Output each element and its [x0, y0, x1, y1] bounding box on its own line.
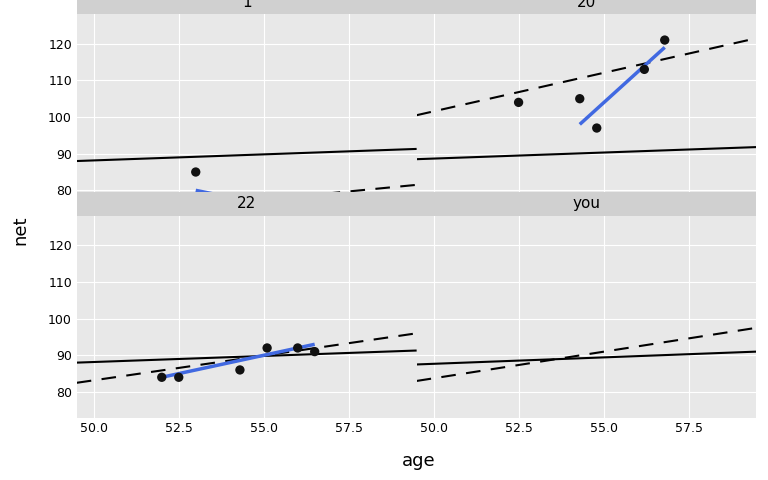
Point	[233, 366, 246, 374]
FancyBboxPatch shape	[77, 0, 416, 14]
FancyBboxPatch shape	[416, 0, 756, 14]
Text: 1: 1	[242, 0, 252, 10]
Point	[261, 344, 273, 352]
Point	[292, 344, 304, 352]
Point	[512, 98, 525, 106]
Point	[309, 348, 321, 356]
Text: age: age	[402, 452, 435, 470]
Text: 20: 20	[577, 0, 596, 10]
Text: net: net	[12, 216, 29, 245]
Point	[173, 373, 185, 381]
Text: 22: 22	[237, 196, 257, 211]
Text: you: you	[573, 196, 601, 211]
Point	[591, 124, 603, 132]
Point	[574, 95, 586, 103]
Point	[264, 205, 276, 213]
Point	[230, 205, 243, 213]
Point	[156, 373, 168, 381]
FancyBboxPatch shape	[416, 192, 756, 216]
FancyBboxPatch shape	[77, 192, 416, 216]
Point	[659, 36, 671, 44]
Point	[638, 66, 650, 73]
Point	[251, 201, 263, 209]
Point	[190, 168, 202, 176]
Point	[298, 205, 310, 213]
